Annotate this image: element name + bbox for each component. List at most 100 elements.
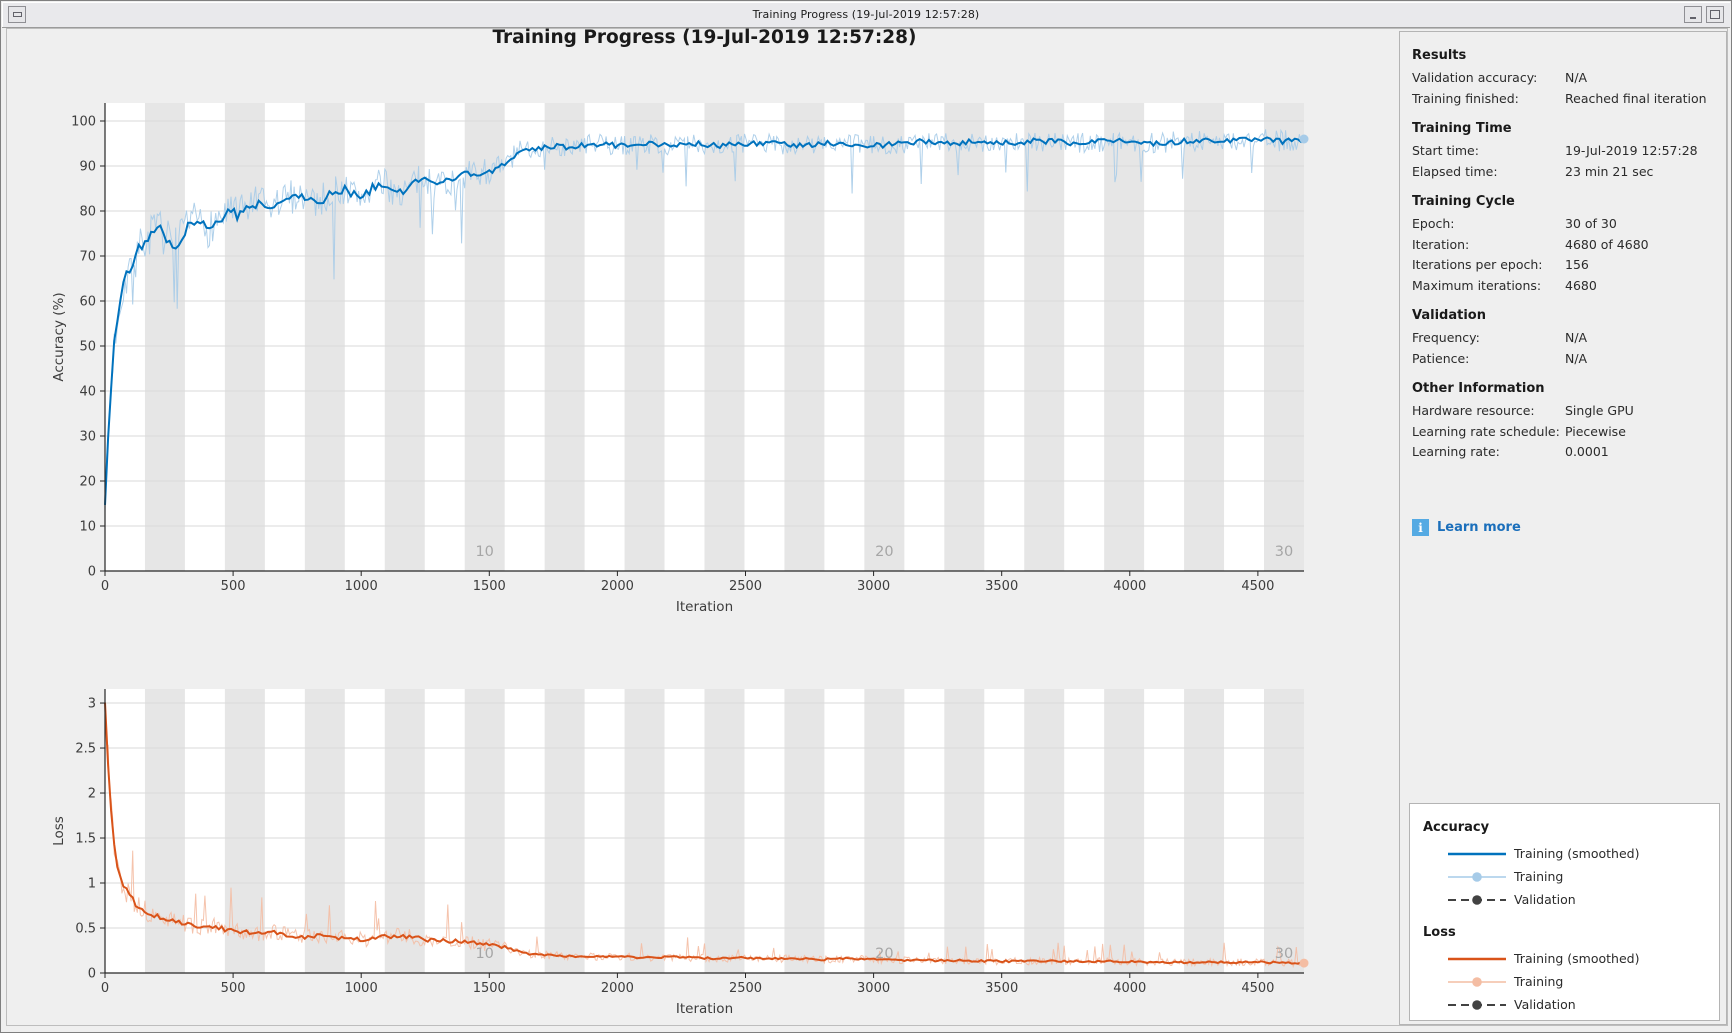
raw-line-sample-icon — [1448, 976, 1506, 987]
raw-line-sample-icon — [1448, 871, 1506, 882]
smoothed-line-sample-icon — [1448, 852, 1506, 855]
svg-text:20: 20 — [875, 946, 893, 962]
legend-group-title: Loss — [1423, 925, 1456, 940]
legend-entry: Training (smoothed) — [1410, 947, 1719, 970]
info-row: Start time: 19-Jul-2019 12:57:28 — [1412, 141, 1716, 162]
legend-label: Validation — [1514, 997, 1576, 1012]
window-minimize-button[interactable] — [1684, 6, 1702, 23]
svg-text:2000: 2000 — [601, 981, 634, 996]
svg-text:0: 0 — [101, 579, 109, 594]
svg-text:60: 60 — [79, 295, 96, 310]
info-label: Learning rate: — [1412, 444, 1500, 459]
window-maximize-button[interactable] — [1706, 6, 1724, 23]
legend-panel: Accuracy Training (smoothed) Training — [1409, 803, 1720, 1021]
svg-text:30: 30 — [79, 430, 96, 445]
info-label: Hardware resource: — [1412, 403, 1535, 418]
svg-text:4000: 4000 — [1113, 579, 1146, 594]
info-label: Maximum iterations: — [1412, 277, 1542, 293]
svg-text:2.5: 2.5 — [75, 742, 96, 757]
svg-text:3: 3 — [88, 697, 96, 712]
svg-text:4500: 4500 — [1241, 579, 1274, 594]
info-value: Single GPU — [1565, 403, 1634, 418]
info-label: Training finished: — [1412, 90, 1519, 106]
section-title: Validation — [1412, 308, 1486, 323]
loss-final-point-marker — [1299, 958, 1309, 968]
svg-text:3000: 3000 — [857, 579, 890, 594]
info-label: Validation accuracy: — [1412, 70, 1538, 85]
section-title: Other Information — [1412, 381, 1545, 396]
svg-text:2500: 2500 — [729, 981, 762, 996]
info-value: Reached final iteration — [1565, 90, 1707, 106]
legend-group-accuracy: Accuracy Training (smoothed) Training — [1410, 820, 1719, 911]
svg-text:500: 500 — [221, 981, 246, 996]
svg-text:Loss: Loss — [51, 816, 67, 846]
svg-text:2: 2 — [88, 787, 96, 802]
info-value: 23 min 21 sec — [1565, 163, 1654, 179]
svg-text:10: 10 — [475, 946, 493, 962]
info-value: 0.0001 — [1565, 444, 1609, 459]
svg-text:30: 30 — [1275, 544, 1293, 560]
section-training-time: Training Time Start time: 19-Jul-2019 12… — [1412, 120, 1716, 182]
svg-text:2500: 2500 — [729, 579, 762, 594]
svg-text:3500: 3500 — [985, 579, 1018, 594]
info-row: Learning rate: 0.0001 — [1412, 442, 1716, 463]
info-value: N/A — [1565, 70, 1588, 85]
info-row: Elapsed time: 23 min 21 sec — [1412, 162, 1716, 183]
section-results: Results Validation accuracy: N/A Trainin… — [1412, 47, 1716, 109]
legend-label: Training (smoothed) — [1514, 846, 1640, 861]
svg-text:Iteration: Iteration — [676, 1001, 733, 1017]
minimize-icon — [1690, 16, 1696, 19]
info-label: Patience: — [1412, 350, 1470, 366]
info-label: Learning rate schedule: — [1412, 423, 1560, 439]
info-panel: Results Validation accuracy: N/A Trainin… — [1399, 31, 1727, 1025]
legend-label: Training — [1514, 974, 1564, 989]
collapse-icon — [12, 12, 22, 17]
info-value: N/A — [1565, 330, 1588, 345]
info-icon: i — [1412, 519, 1429, 536]
info-row: Iterations per epoch: 156 — [1412, 255, 1716, 276]
learn-more-link[interactable]: i Learn more — [1412, 519, 1521, 536]
svg-text:500: 500 — [221, 579, 246, 594]
svg-text:4500: 4500 — [1241, 981, 1274, 996]
section-training-cycle: Training Cycle Epoch: 30 of 30 Iteration… — [1412, 193, 1716, 296]
svg-text:100: 100 — [71, 115, 96, 130]
svg-text:4000: 4000 — [1113, 981, 1146, 996]
window-collapse-button[interactable] — [8, 6, 26, 23]
info-row: Training finished: Reached final iterati… — [1412, 89, 1716, 110]
info-row: Hardware resource: Single GPU — [1412, 401, 1716, 422]
info-row: Maximum iterations: 4680 — [1412, 276, 1716, 297]
svg-text:80: 80 — [79, 205, 96, 220]
legend-label: Training — [1514, 869, 1564, 884]
svg-text:1500: 1500 — [473, 981, 506, 996]
info-value: 156 — [1565, 257, 1589, 272]
section-title: Training Time — [1412, 121, 1512, 136]
legend-entry: Validation — [1410, 888, 1719, 911]
svg-text:3500: 3500 — [985, 981, 1018, 996]
accuracy-smoothed-series — [104, 135, 1305, 505]
info-row: Learning rate schedule: Piecewise — [1412, 422, 1716, 443]
info-label: Epoch: — [1412, 216, 1455, 231]
svg-text:Iteration: Iteration — [676, 599, 733, 615]
svg-text:10: 10 — [475, 544, 493, 560]
legend-group-loss: Loss Training (smoothed) Training — [1410, 925, 1719, 1016]
info-row: Patience: N/A — [1412, 349, 1716, 370]
svg-text:0: 0 — [88, 967, 96, 982]
svg-text:1: 1 — [88, 877, 96, 892]
maximize-icon — [1710, 10, 1720, 19]
info-row: Epoch: 30 of 30 — [1412, 214, 1716, 235]
info-value: 30 of 30 — [1565, 216, 1617, 231]
svg-text:1.5: 1.5 — [75, 832, 96, 847]
info-label: Iteration: — [1412, 236, 1470, 252]
info-value: N/A — [1565, 350, 1588, 366]
info-value: 4680 of 4680 — [1565, 236, 1649, 252]
legend-group-title: Accuracy — [1423, 820, 1490, 835]
info-label: Frequency: — [1412, 330, 1480, 345]
legend-label: Validation — [1514, 892, 1576, 907]
window-title: Training Progress (19-Jul-2019 12:57:28) — [752, 8, 980, 21]
info-value: 4680 — [1565, 277, 1597, 293]
info-value: 19-Jul-2019 12:57:28 — [1565, 143, 1698, 158]
info-label: Elapsed time: — [1412, 163, 1498, 179]
loss-smoothed-series — [104, 702, 1305, 965]
info-row: Frequency: N/A — [1412, 328, 1716, 349]
